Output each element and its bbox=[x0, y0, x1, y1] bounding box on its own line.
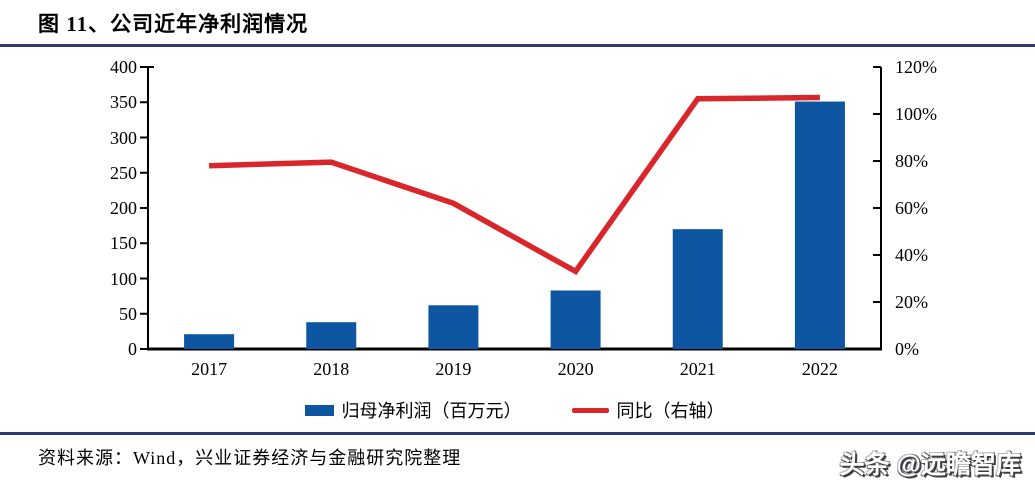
source-text: 资料来源：Wind，兴业证券经济与金融研究院整理 bbox=[38, 448, 462, 468]
left-axis-tick-label: 100 bbox=[110, 268, 137, 289]
right-axis-tick-label: 0% bbox=[895, 339, 919, 359]
yoy-line bbox=[209, 94, 820, 276]
x-axis-category-label: 2018 bbox=[313, 359, 350, 379]
chart-legend: 归母净利润（百万元） 同比（右轴） bbox=[148, 397, 881, 423]
legend-item-net-profit: 归母净利润（百万元） bbox=[304, 397, 522, 423]
right-axis-tick-label: 80% bbox=[895, 151, 928, 171]
x-axis-category-label: 2021 bbox=[679, 359, 716, 379]
figure-title: 图 11、公司近年净利润情况 bbox=[38, 12, 309, 36]
x-axis-category-label: 2022 bbox=[801, 359, 838, 379]
bar-series-swatch-icon bbox=[304, 404, 334, 416]
right-axis-tick-label: 40% bbox=[895, 245, 928, 265]
right-axis-tick-label: 100% bbox=[895, 104, 937, 124]
bar-2020 bbox=[550, 290, 601, 349]
left-axis-tick-label: 150 bbox=[110, 233, 137, 254]
x-axis-category-label: 2017 bbox=[191, 359, 228, 379]
left-axis-tick-label: 350 bbox=[110, 92, 137, 113]
line-series-label: 同比（右轴） bbox=[616, 401, 725, 421]
line-series-swatch-icon bbox=[571, 407, 609, 413]
left-axis-tick-label: 50 bbox=[119, 303, 137, 324]
bar-series-label: 归母净利润（百万元） bbox=[341, 401, 522, 421]
legend-item-yoy: 同比（右轴） bbox=[571, 397, 725, 423]
bar-2017 bbox=[184, 334, 235, 349]
footer-divider bbox=[0, 432, 1035, 435]
left-axis-tick-label: 400 bbox=[110, 57, 137, 77]
bar-2022 bbox=[794, 101, 845, 349]
x-axis-category-label: 2020 bbox=[557, 359, 594, 379]
right-axis-tick-label: 120% bbox=[895, 57, 937, 77]
left-axis-tick-label: 200 bbox=[110, 198, 137, 218]
x-axis-category-label: 2019 bbox=[435, 359, 472, 379]
right-axis-tick-label: 20% bbox=[895, 292, 928, 312]
bar-2019 bbox=[428, 305, 479, 349]
bar-2021 bbox=[672, 229, 723, 349]
right-axis-tick-label: 60% bbox=[895, 198, 928, 218]
left-axis-tick-label: 250 bbox=[110, 162, 137, 183]
watermark: 头条 @远瞻智库 bbox=[839, 451, 1021, 479]
title-divider bbox=[0, 44, 1035, 47]
left-axis-tick-label: 0 bbox=[128, 339, 137, 359]
bar-2018 bbox=[306, 322, 357, 349]
left-axis-tick-label: 300 bbox=[110, 127, 137, 148]
